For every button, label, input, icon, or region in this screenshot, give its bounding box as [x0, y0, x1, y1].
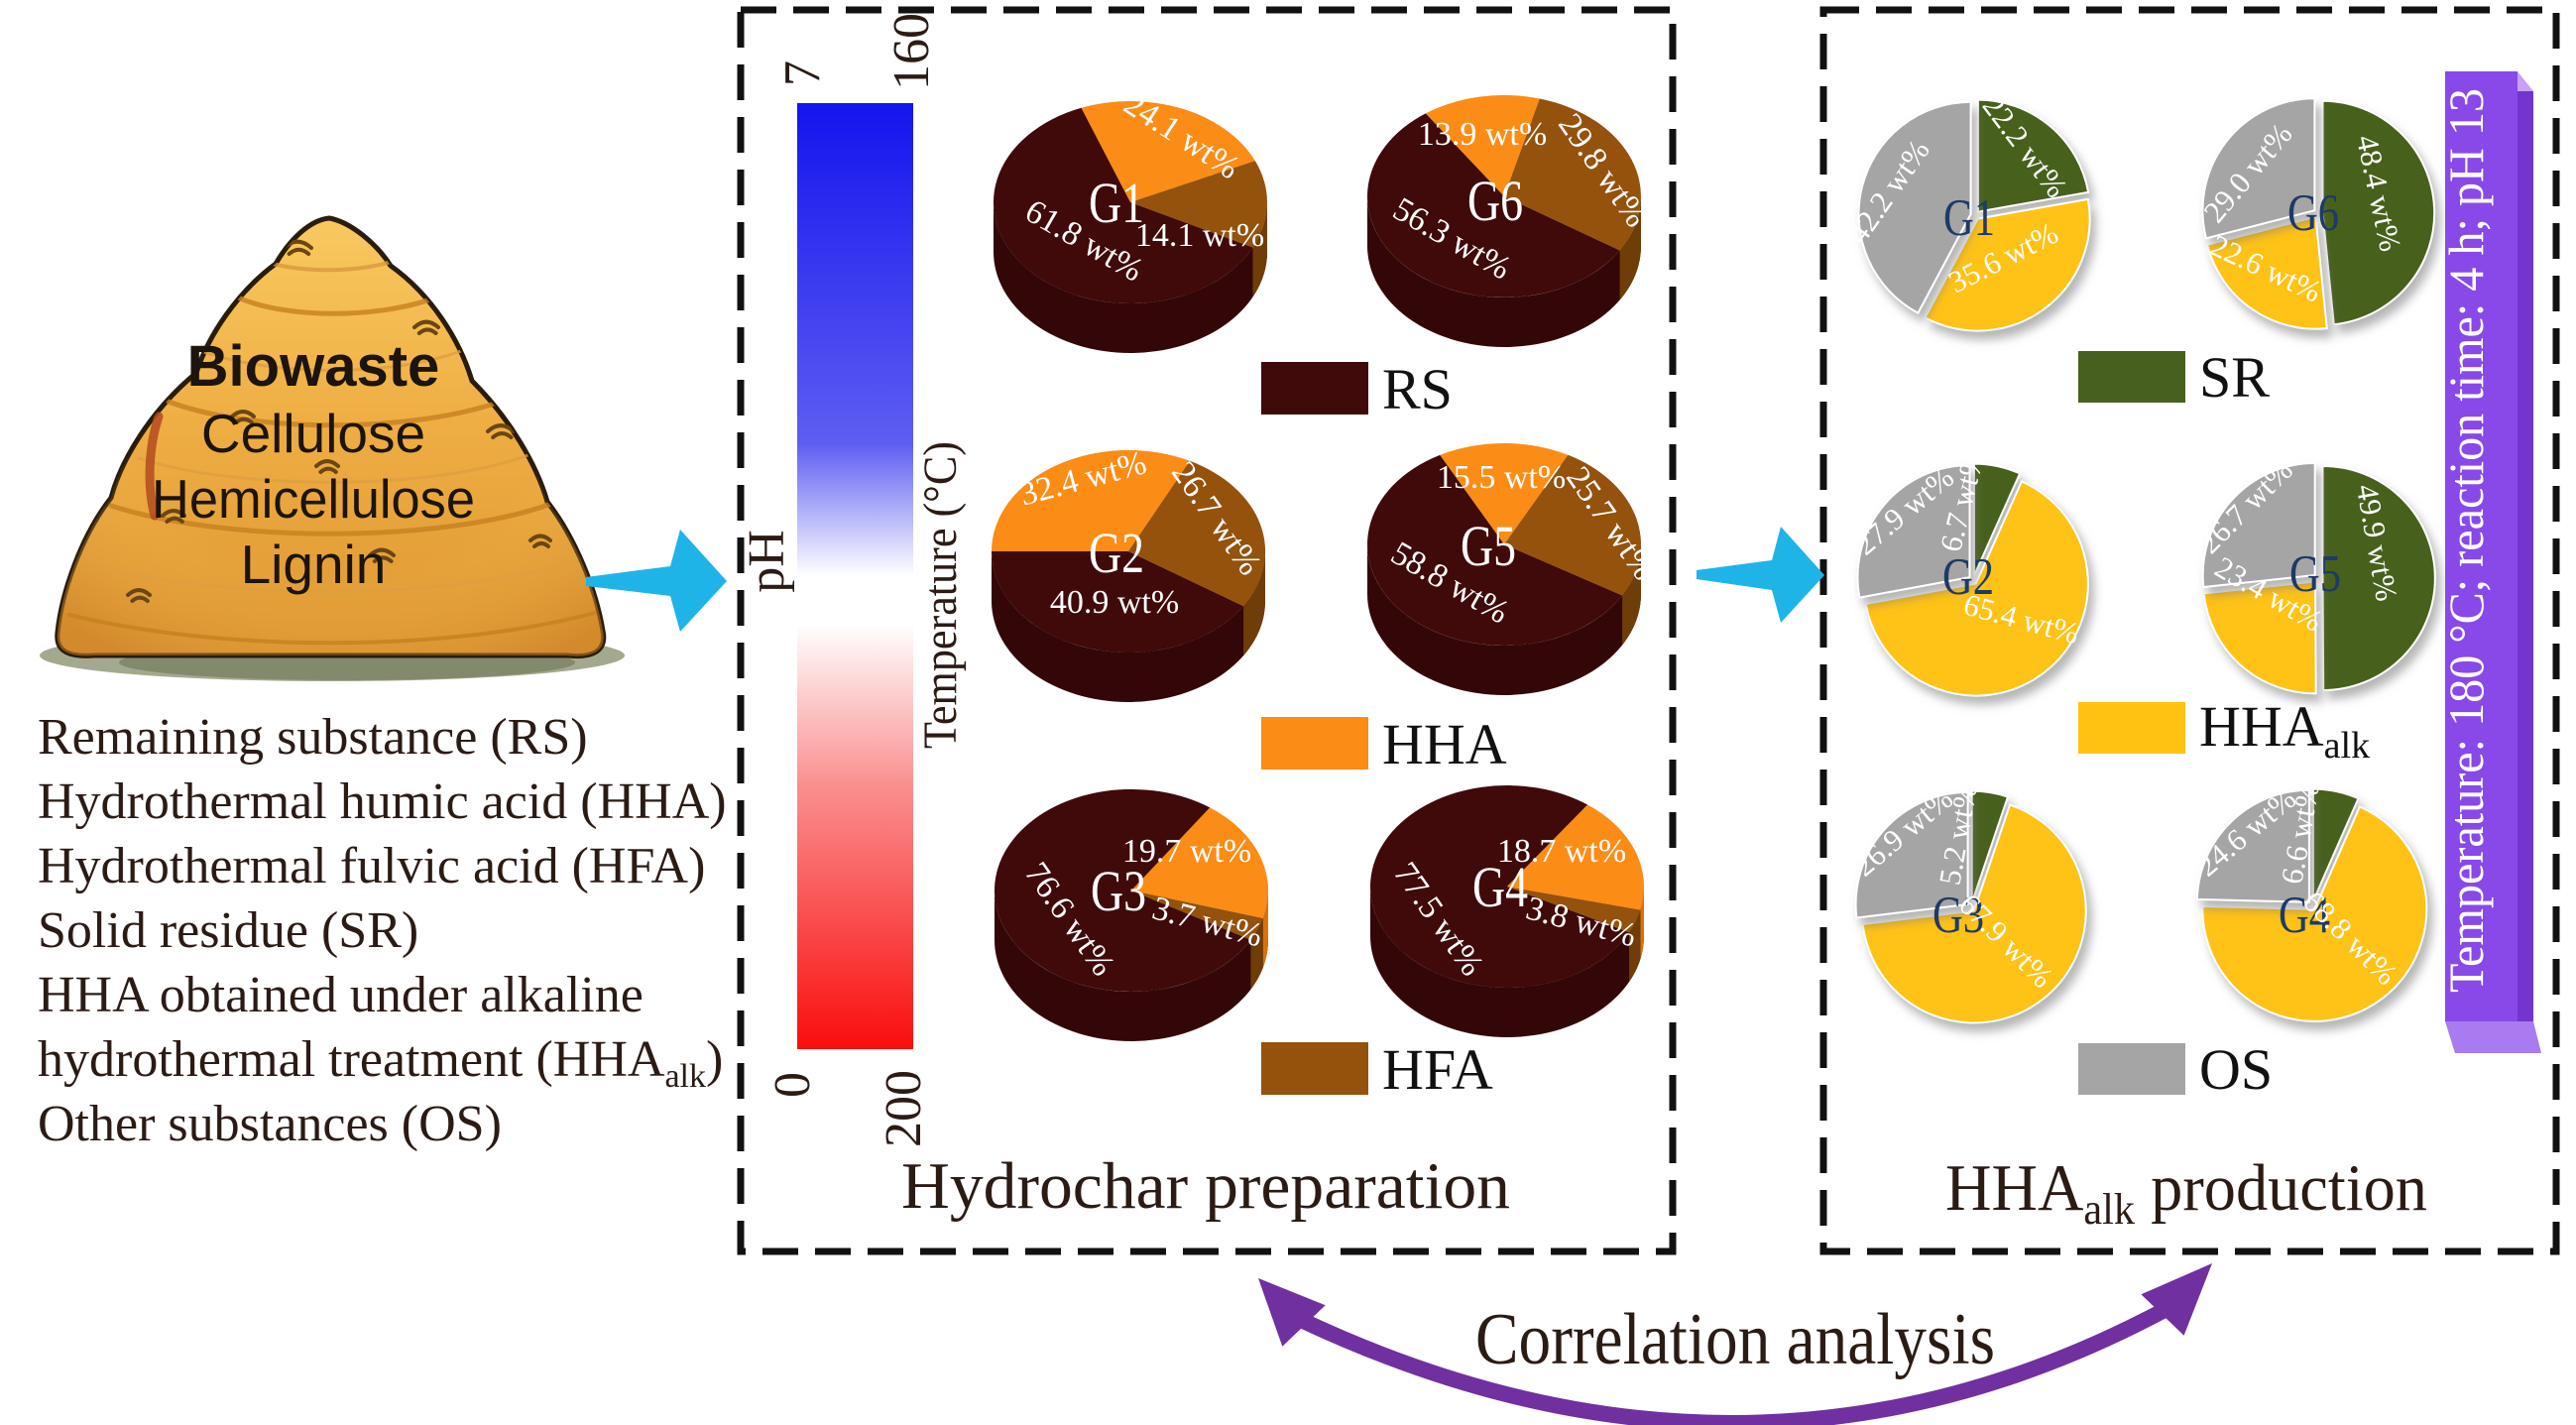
svg-text:Solid residue (SR): Solid residue (SR) [38, 902, 418, 959]
svg-text:13.9 wt%: 13.9 wt% [1418, 116, 1547, 153]
svg-text:RS: RS [1382, 357, 1453, 421]
svg-text:OS: OS [2199, 1037, 2273, 1102]
svg-text:7: 7 [774, 60, 831, 86]
svg-text:G1: G1 [1089, 171, 1144, 235]
svg-text:HHAalk production: HHAalk production [1945, 1151, 2427, 1234]
svg-text:Hemicellulose: Hemicellulose [152, 468, 475, 530]
svg-text:G4: G4 [1472, 855, 1528, 919]
svg-text:Correlation analysis: Correlation analysis [1475, 1299, 1995, 1380]
svg-text:Lignin: Lignin [241, 534, 387, 595]
svg-text:14.1 wt%: 14.1 wt% [1135, 217, 1264, 254]
svg-text:18.7 wt%: 18.7 wt% [1497, 833, 1626, 870]
svg-text:19.7 wt%: 19.7 wt% [1122, 833, 1251, 870]
svg-text:G5: G5 [1461, 514, 1516, 578]
svg-text:Biowaste: Biowaste [187, 334, 440, 399]
svg-text:G3: G3 [1091, 859, 1146, 923]
svg-text:200: 200 [876, 1070, 932, 1147]
svg-text:Hydrochar preparation: Hydrochar preparation [901, 1149, 1510, 1223]
svg-text:Temperature: 180 °C; reaction: Temperature: 180 °C; reaction time: 4 h;… [2438, 88, 2494, 993]
svg-text:G6: G6 [2287, 184, 2339, 242]
svg-text:HHA obtained under alkaline: HHA obtained under alkaline [38, 967, 644, 1023]
svg-text:Hydrothermal humic acid (HHA): Hydrothermal humic acid (HHA) [38, 773, 727, 830]
svg-text:SR: SR [2199, 345, 2270, 410]
svg-text:pH: pH [739, 530, 795, 593]
svg-text:HFA: HFA [1382, 1037, 1493, 1102]
svg-text:G3: G3 [1932, 887, 1984, 944]
svg-text:G6: G6 [1467, 169, 1523, 233]
svg-text:Other substances (OS): Other substances (OS) [38, 1096, 502, 1152]
svg-text:HHA: HHA [1382, 712, 1507, 776]
svg-text:G2: G2 [1942, 548, 1994, 606]
svg-text:Remaining substance (RS): Remaining substance (RS) [38, 709, 588, 766]
svg-text:Hydrothermal fulvic acid (HFA): Hydrothermal fulvic acid (HFA) [38, 838, 705, 894]
svg-text:Temperature (°C): Temperature (°C) [914, 441, 967, 749]
svg-text:G5: G5 [2289, 545, 2341, 603]
svg-text:hydrothermal treatment (HHAalk: hydrothermal treatment (HHAalk) [38, 1031, 723, 1095]
svg-text:40.9 wt%: 40.9 wt% [1050, 584, 1179, 621]
svg-text:15.5 wt%: 15.5 wt% [1437, 459, 1566, 496]
svg-text:Cellulose: Cellulose [201, 403, 425, 464]
svg-text:160: 160 [883, 13, 940, 90]
svg-text:0: 0 [764, 1072, 821, 1098]
svg-text:G1: G1 [1943, 189, 1995, 247]
svg-text:G4: G4 [2279, 887, 2330, 944]
svg-text:G2: G2 [1089, 521, 1144, 585]
